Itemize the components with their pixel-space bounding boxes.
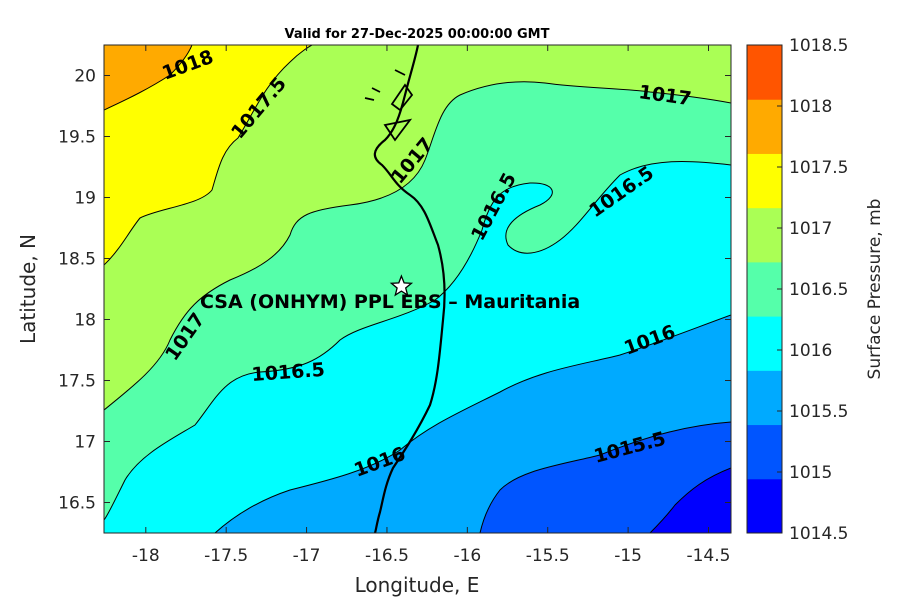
region-1015-1015.5	[479, 421, 731, 533]
x-tick-label: -16.5	[365, 546, 409, 566]
colorbar-segment	[747, 316, 782, 371]
colorbar-tick-label: 1017	[789, 219, 832, 239]
colorbar-segment	[747, 261, 782, 317]
colorbar-tick-label: 1015	[789, 463, 832, 483]
y-tick-label: 17.5	[58, 372, 96, 392]
y-tick-label: 19.5	[58, 128, 96, 148]
contour-label: 1016.5	[251, 359, 326, 386]
y-tick-label: 18.5	[58, 250, 96, 270]
y-tick-label: 19	[74, 189, 96, 209]
colorbar-segment	[747, 99, 782, 154]
x-axis-label: Longitude, E	[355, 573, 480, 597]
y-tick-label: 17	[74, 433, 96, 453]
colorbar-segment	[747, 424, 782, 480]
colorbar-tick-label: 1015.5	[789, 402, 848, 422]
colorbar-tick-label: 1014.5	[789, 524, 848, 544]
y-axis-label: Latitude, N	[16, 234, 40, 344]
y-tick-label: 18	[74, 311, 96, 331]
region-1018-1018.5	[104, 45, 193, 111]
region-1014.5-1015	[649, 467, 731, 533]
x-tick-label: -14.5	[686, 546, 730, 566]
colorbar-tick-label: 1017.5	[789, 158, 848, 178]
colorbar-tick-label: 1018	[789, 97, 832, 117]
y-tick-label: 16.5	[58, 494, 96, 514]
x-tick-label: -17	[293, 546, 321, 566]
x-tick-label: -15.5	[526, 546, 570, 566]
region-1017.5-1018	[104, 45, 313, 266]
colorbar-tick-label: 1016	[789, 341, 832, 361]
island-coast	[364, 69, 414, 142]
colorbar-segment	[747, 45, 782, 100]
x-tick-label: -16	[453, 546, 481, 566]
colorbar-tick-label: 1016.5	[789, 280, 848, 300]
x-tick-label: -18	[132, 546, 160, 566]
colorbar-label: Surface Pressure, mb	[865, 199, 885, 380]
colorbar-tick-label: 1018.5	[789, 36, 848, 56]
plot-frame	[103, 44, 732, 534]
site-star-marker	[389, 274, 414, 297]
colorbar-segment	[747, 207, 782, 263]
x-tick-label: -15	[614, 546, 642, 566]
chart-title: Valid for 27-Dec-2025 00:00:00 GMT	[285, 27, 550, 42]
colorbar-segment	[747, 478, 782, 534]
colorbar	[746, 44, 783, 534]
x-tick-label: -17.5	[204, 546, 248, 566]
filled-contours	[104, 45, 731, 533]
y-tick-label: 20	[74, 67, 96, 87]
site-label: CSA (ONHYM) PPL EBS – Mauritania	[200, 291, 580, 313]
colorbar-segment	[747, 153, 782, 209]
colorbar-segment	[747, 370, 782, 426]
